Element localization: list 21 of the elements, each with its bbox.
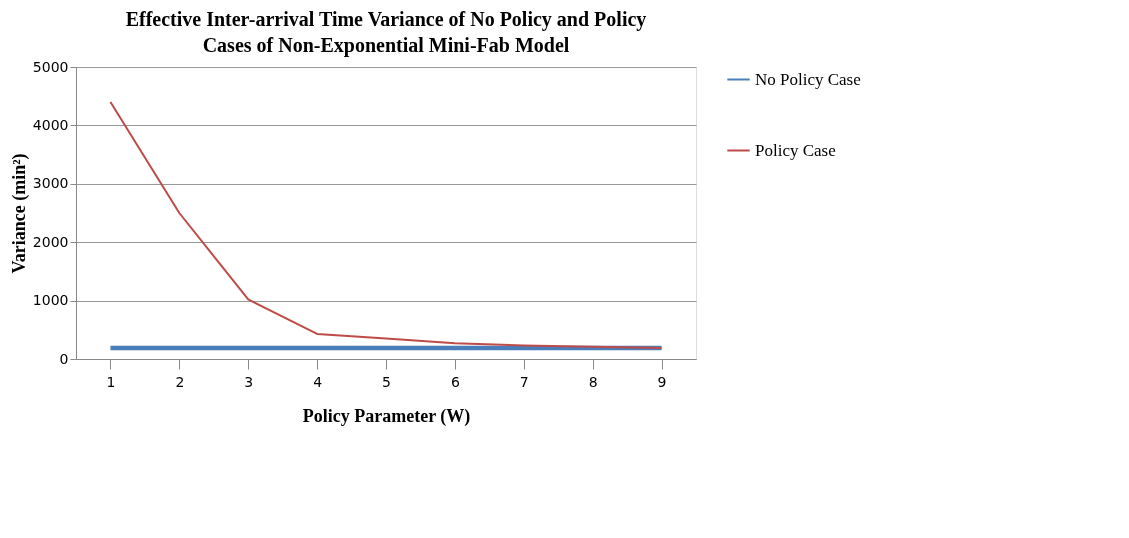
y-tick-label: 4000: [32, 116, 69, 133]
y-tick-label: 3000: [32, 175, 69, 192]
line-series: [109, 101, 663, 349]
chart-title: Effective Inter-arrival Time Variance of No Policy and Policy Cases of Non-Exponential Mini-Fab Model: [125, 8, 647, 57]
x-tick-label: 7: [519, 373, 529, 390]
y-axis-title: Variance (min²): [8, 153, 30, 274]
y-tick-label: 2000: [32, 233, 69, 250]
x-tick-label: 2: [175, 373, 185, 390]
x-tick-label: 3: [244, 373, 254, 390]
x-axis-title: Policy Parameter (W): [302, 405, 471, 427]
x-tick-label: 9: [657, 373, 667, 390]
x-tick-label: 8: [588, 373, 598, 390]
x-tick-label: 5: [382, 373, 391, 390]
y-tick-label: 0: [59, 350, 69, 367]
legend-label: No Policy Case: [755, 69, 861, 89]
x-tick-label: 6: [450, 373, 460, 390]
legend-label: Policy Case: [755, 140, 836, 160]
y-tick-label: 1000: [32, 292, 69, 309]
x-tick-label: 1: [106, 373, 116, 390]
y-tick-label: 5000: [32, 58, 69, 75]
x-tick-label: 4: [313, 373, 323, 390]
